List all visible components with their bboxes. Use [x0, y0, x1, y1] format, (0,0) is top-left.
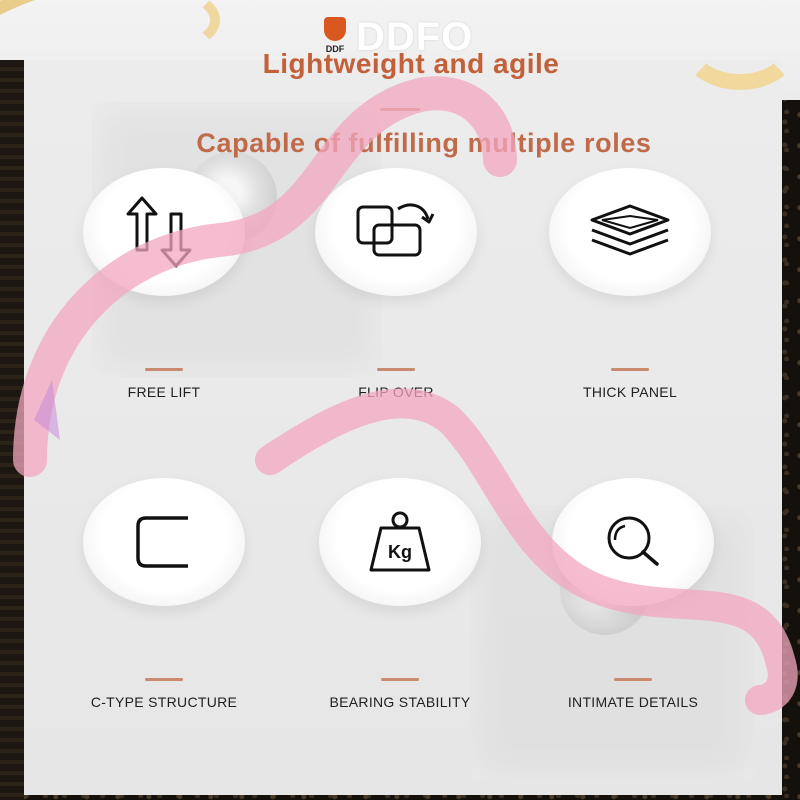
feature-label: C-TYPE STRUCTURE	[90, 694, 238, 710]
left-edge-decoration	[0, 60, 24, 800]
feature-free-lift: FREE LIFT	[54, 168, 274, 408]
brand-badge: DDF	[318, 17, 352, 57]
feature-label: INTIMATE DETAILS	[567, 694, 699, 710]
up-down-arrows-icon	[126, 196, 192, 268]
feature-divider	[381, 678, 419, 681]
feature-intimate-details: INTIMATE DETAILS	[523, 478, 743, 718]
feature-label: FREE LIFT	[127, 384, 201, 400]
feature-icon-circle	[552, 478, 714, 606]
feature-divider	[377, 368, 415, 371]
weight-kg-text: Kg	[388, 542, 412, 562]
feature-icon-circle	[83, 478, 245, 606]
feature-divider	[614, 678, 652, 681]
feature-divider	[145, 368, 183, 371]
brand-badge-text: DDF	[325, 44, 345, 54]
layers-icon	[590, 204, 670, 256]
feature-label: FLIP OVER	[358, 384, 434, 400]
magnifier-icon	[607, 516, 659, 566]
title-divider	[380, 108, 420, 111]
feature-label: THICK PANEL	[582, 384, 678, 400]
page-subtitle: Capable of fulfilling multiple roles	[196, 128, 652, 158]
feature-icon-circle	[549, 168, 711, 296]
brand-logo: DDF DDFO	[318, 14, 498, 60]
flip-squares-icon	[356, 203, 435, 257]
feature-bearing-stability: Kg BEARING STABILITY	[290, 478, 510, 718]
feature-thick-panel: THICK PANEL	[520, 168, 740, 408]
shield-icon	[324, 17, 346, 41]
feature-icon-circle	[315, 168, 477, 296]
page-title: Lightweight and agile	[262, 48, 560, 79]
feature-label: BEARING STABILITY	[329, 694, 471, 710]
gold-ribbon-curl	[130, 0, 220, 50]
c-bracket-icon	[136, 516, 188, 568]
brand-name: DDFO	[356, 14, 474, 59]
feature-flip-over: FLIP OVER	[286, 168, 506, 408]
feature-divider	[145, 678, 183, 681]
feature-c-type-structure: C-TYPE STRUCTURE	[54, 478, 274, 718]
weight-kg-icon: Kg	[369, 511, 431, 572]
feature-divider	[611, 368, 649, 371]
feature-icon-circle	[83, 168, 245, 296]
feature-icon-circle: Kg	[319, 478, 481, 606]
